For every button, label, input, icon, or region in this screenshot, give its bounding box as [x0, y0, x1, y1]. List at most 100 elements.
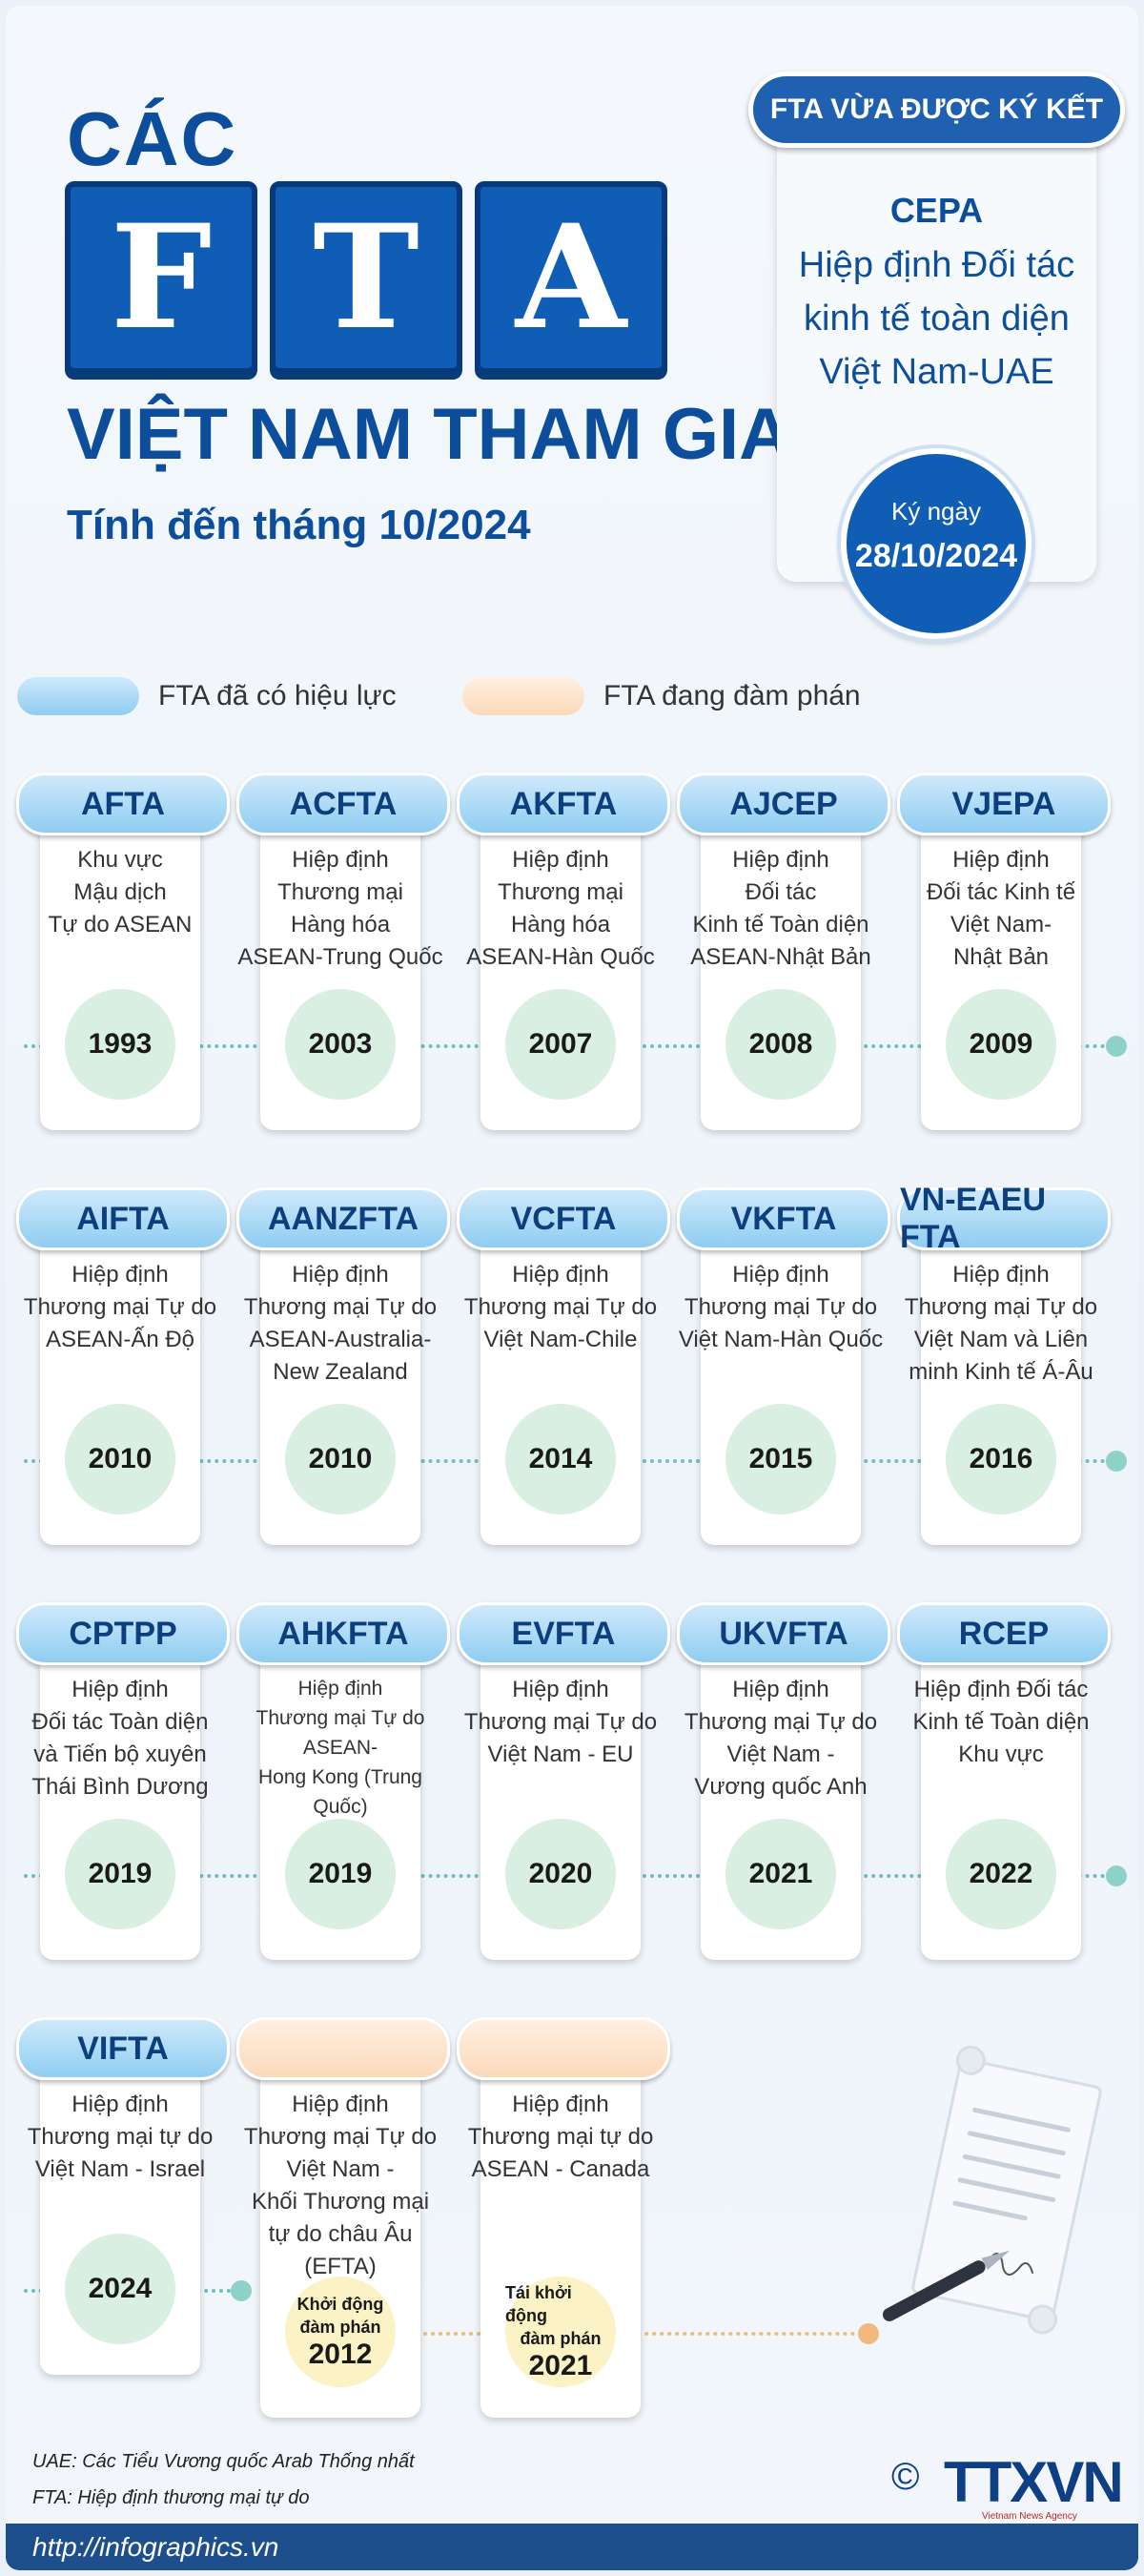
fta-description-line: Việt Nam-Chile — [483, 1327, 638, 1352]
negotiation-status: Tái khởi động — [505, 2283, 572, 2325]
fta-abbr-pill: ACFTA — [236, 773, 450, 835]
fta-description-line: Hiệp định — [512, 1262, 609, 1288]
fta-description-line: Thương mại Tự do — [255, 1707, 425, 1729]
fta-description-line: Thương mại tự do — [27, 2124, 214, 2150]
fta-description-line: ASEAN- — [302, 1737, 378, 1759]
fta-description-line: Hiệp định — [952, 847, 1050, 873]
year-badge: 2009 — [946, 989, 1056, 1100]
fta-description: Hiệp định Thương mại Tự do Việt Nam - EU — [457, 1674, 664, 1771]
footer-url[interactable]: http://infographics.vn — [32, 2532, 279, 2562]
fta-description: Hiệp định Thương mại Tự do Việt Nam và Liê… — [897, 1259, 1105, 1389]
fta-description-line: Mậu dịch — [73, 879, 167, 905]
fta-abbr-pill: AFTA — [16, 773, 230, 835]
fta-abbr-pill: UKVFTA — [677, 1602, 890, 1665]
page-title: VIỆT NAM THAM GIA — [67, 394, 791, 475]
fta-description-line: Việt Nam - — [286, 2156, 395, 2182]
fta-description: Hiệp định Đối tác Kinh tế Toàn diện Khu vự… — [897, 1674, 1105, 1771]
fta-description-line: Hàng hóa — [290, 912, 391, 938]
fta-description-line: Hiệp định — [732, 847, 829, 873]
fta-description-line: (EFTA) — [304, 2254, 377, 2279]
fta-description-line: ASEAN-Australia- — [249, 1327, 432, 1352]
fta-description: Hiệp định Thương mại Tự do ASEAN-Australia… — [236, 1259, 444, 1389]
fta-description-line: Khu vực — [77, 847, 163, 873]
fta-description-line: Hàng hóa — [510, 912, 611, 938]
fta-abbr-pill: AKFTA — [457, 773, 670, 835]
fta-abbr-pill: AANZFTA — [236, 1187, 450, 1250]
fta-description-line: Hong Kong (Trung Quốc) — [258, 1766, 422, 1818]
fta-abbr-pill: AJCEP — [677, 773, 890, 835]
copyright-symbol: © — [891, 2456, 920, 2498]
legend-label: FTA đã có hiệu lực — [158, 680, 397, 711]
fta-description-line: Hiệp định — [512, 2092, 609, 2117]
year-badge: 2003 — [285, 989, 396, 1100]
legend-negotiating: FTA đang đàm phán — [462, 677, 861, 715]
fta-description: Hiệp định Thương mại tự do Việt Nam - Isra… — [16, 2089, 224, 2186]
letter-a: A — [515, 194, 627, 361]
fta-description-line: Hiệp định — [512, 847, 609, 873]
sign-label: Ký ngày — [891, 497, 981, 526]
letter-tile-t: T — [270, 181, 462, 374]
fta-description: Hiệp định Thương mại Tự do Việt Nam-Hàn Qu… — [677, 1259, 885, 1356]
fta-description-line: Thái Bình Dương — [31, 1774, 209, 1800]
year-badge: 2021 — [725, 1819, 836, 1929]
fta-description-line: Việt Nam - EU — [487, 1741, 634, 1767]
negotiation-status: Khởi động — [296, 2295, 384, 2314]
fta-description: Hiệp định Thương mại Tự do Việt Nam - Vương… — [677, 1674, 885, 1803]
note-fta: FTA: Hiệp định thương mại tự do — [32, 2487, 310, 2508]
fta-description-line: Hiệp định — [732, 1262, 829, 1288]
fta-description: Hiệp định Đối tác Kinh tế Toàn diện ASEAN-N… — [677, 844, 885, 974]
fta-description-line: Hiệp định — [72, 1677, 169, 1702]
fta-description-line: New Zealand — [273, 1359, 408, 1385]
fta-description-line: Nhật Bản — [952, 944, 1050, 970]
fta-description-line: Việt Nam- — [950, 912, 1052, 938]
timeline-end-dot — [858, 2323, 879, 2344]
cepa-name: Hiệp định Đối tác kinh tế toàn diện Việt… — [777, 238, 1096, 399]
ttxvn-logo-subtitle: Vietnam News Agency — [982, 2511, 1077, 2522]
year-badge: 2016 — [946, 1404, 1056, 1515]
fta-description-line: ASEAN - Canada — [471, 2156, 650, 2182]
fta-description: Hiệp định Thương mại Tự do Việt Nam-Chile — [457, 1259, 664, 1356]
fta-description: Hiệp định Thương mại Hàng hóa ASEAN-Trung Q… — [236, 844, 444, 974]
cepa-name-line: kinh tế toàn diện — [804, 299, 1070, 339]
fta-description-line: Kinh tế Toàn diện — [912, 1709, 1090, 1735]
fta-description-line: Thương mại Tự do — [243, 1294, 438, 1320]
letter-f: F — [110, 194, 213, 361]
fta-description: Khu vực Mậu dịch Tự do ASEAN — [16, 844, 224, 941]
fta-description-line: Thương mại tự do — [467, 2124, 654, 2150]
year-badge-negotiating: Tái khởi động đàm phán 2021 — [505, 2277, 616, 2387]
fta-abbr-pill: AHKFTA — [236, 1602, 450, 1665]
title-small: CÁC — [67, 96, 238, 181]
fta-description: Hiệp định Thương mại tự do ASEAN - Canada — [457, 2089, 664, 2186]
legend-label: FTA đang đàm phán — [603, 680, 861, 711]
fta-description-line: Hiệp định — [72, 1262, 169, 1288]
fta-description-line: Đối tác — [745, 879, 817, 905]
fta-abbr-pill: RCEP — [897, 1602, 1111, 1665]
fta-description-line: Thương mại Tự do — [904, 1294, 1098, 1320]
ttxvn-logo: TTXVN — [944, 2450, 1124, 2514]
fta-description-line: Thương mại Tự do — [463, 1709, 658, 1735]
fta-description-line: Khối Thương mại — [251, 2189, 430, 2215]
year-badge: 2019 — [65, 1819, 175, 1929]
fta-description-line: Thương mại Tự do — [463, 1294, 658, 1320]
negotiation-status: đàm phán — [520, 2329, 602, 2348]
cepa-name-line: Hiệp định Đối tác — [798, 245, 1075, 285]
fta-description-line: minh Kinh tế Á-Âu — [909, 1359, 1093, 1385]
legend-swatch-blue — [17, 677, 139, 715]
fta-description-line: Hiệp định — [732, 1677, 829, 1702]
fta-abbr-pill: CPTPP — [16, 1602, 230, 1665]
fta-description: Hiệp định Thương mại Tự do ASEAN- Hong Kong… — [236, 1674, 444, 1822]
fta-abbr-pill: VIFTA — [16, 2017, 230, 2080]
fta-description-line: ASEAN-Nhật Bản — [690, 944, 871, 970]
fta-description-line: Thương mại — [277, 879, 403, 905]
note-uae: UAE: Các Tiểu Vương quốc Arab Thống nhất — [32, 2451, 415, 2472]
letter-t: T — [313, 194, 419, 361]
fta-description-line: Đối tác Toàn diện — [31, 1709, 209, 1735]
fta-description-line: Thương mại Tự do — [684, 1294, 878, 1320]
fta-description-line: Hiệp định Đối tác — [913, 1677, 1089, 1702]
cepa-name-line: Việt Nam-UAE — [819, 352, 1054, 392]
fta-description-line: Tự do ASEAN — [48, 912, 193, 938]
fta-description-line: Hiệp định — [292, 2092, 389, 2117]
fta-description-line: ASEAN-Hàn Quốc — [466, 944, 655, 970]
fta-description-line: Thương mại — [498, 879, 623, 905]
footer-bar — [6, 2524, 1138, 2570]
